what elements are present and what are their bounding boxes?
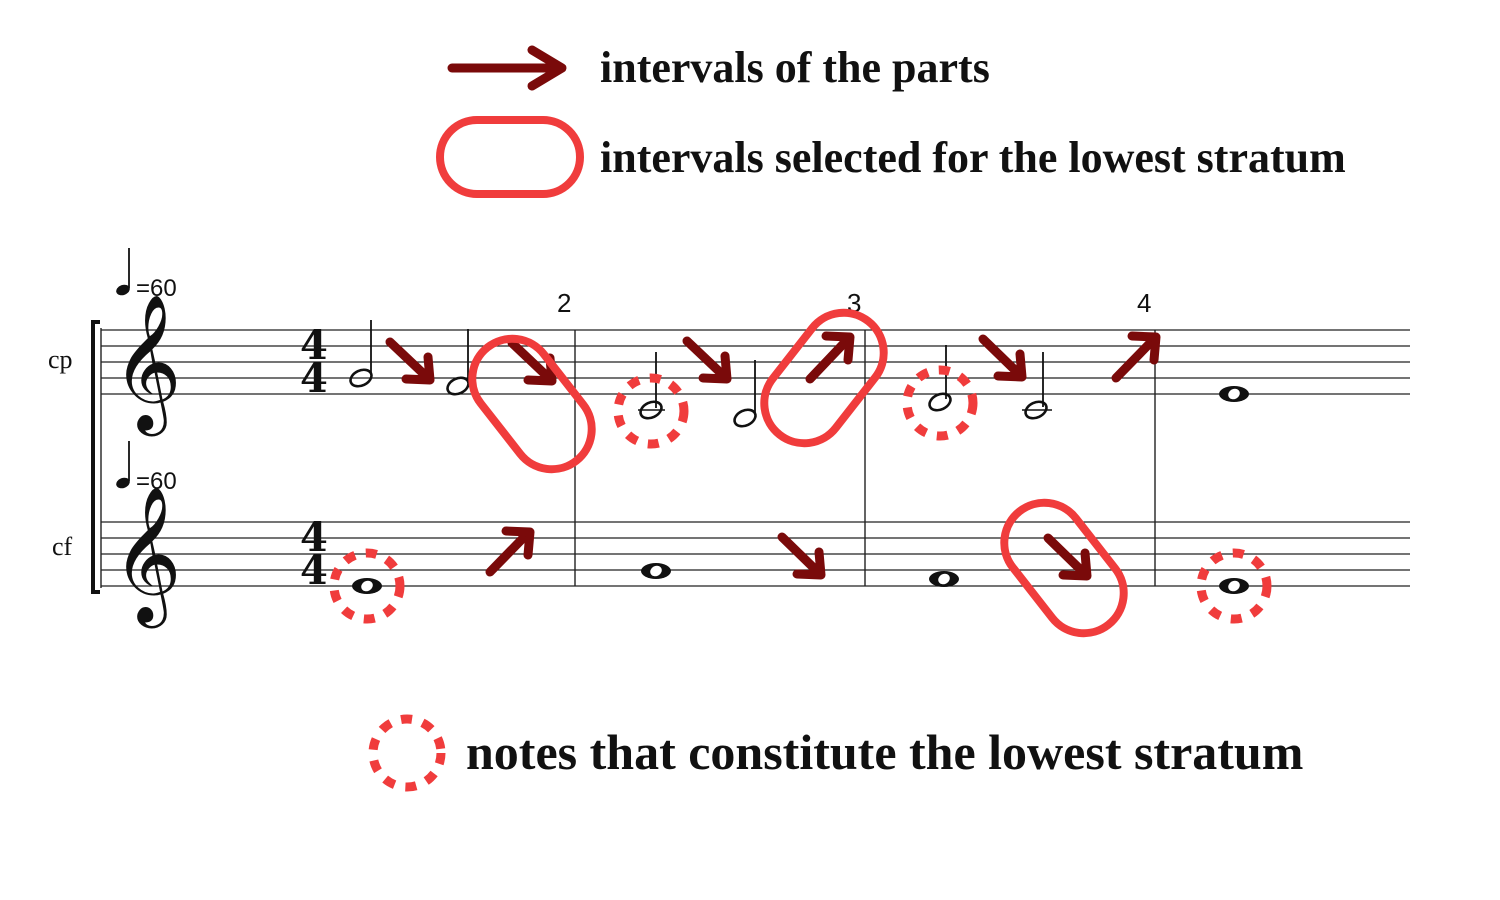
legend-arrow-icon (447, 45, 567, 91)
selected-interval-oval (1000, 498, 1128, 638)
interval-arrow-down (385, 337, 435, 385)
legend-selected-intervals-label: intervals selected for the lowest stratu… (600, 133, 1346, 182)
tempo-mark-cp: =60 (116, 248, 177, 302)
measure-number-2: 2 (557, 288, 571, 318)
lowest-stratum-note-ring (902, 365, 978, 441)
lowest-stratum-note-ring (613, 373, 689, 449)
selected-interval-oval (760, 308, 888, 448)
legend-parts-intervals-label: intervals of the parts (600, 43, 990, 92)
interval-arrow-up (485, 526, 535, 577)
cp-whole-note (1219, 386, 1249, 402)
tempo-value-cf: =60 (136, 468, 177, 495)
cp-note (349, 320, 373, 388)
interval-arrow-down (1043, 533, 1092, 581)
cp-note (1022, 352, 1052, 420)
interval-arrow-down (777, 532, 826, 580)
tempo-value-cp: =60 (136, 275, 177, 302)
cf-whole-note (1219, 578, 1249, 594)
selected-interval-oval (468, 334, 596, 474)
cf-whole-note (352, 578, 382, 594)
staff-cf (101, 521, 1410, 587)
legend-lowest-notes-label: notes that constitute the lowest stratum (466, 724, 1304, 780)
cp-note (733, 360, 757, 428)
lowest-stratum-note-ring (329, 548, 405, 624)
time-signature-cf-top: 4 (300, 514, 328, 561)
interval-arrow-up (1111, 331, 1161, 383)
legend-oval-icon (436, 116, 584, 198)
time-signature-cp-bottom: 4 (300, 355, 328, 402)
system-bracket (91, 320, 100, 594)
interval-arrow-up (805, 331, 855, 384)
tempo-mark-cf: =60 (116, 441, 177, 495)
cp-note (446, 329, 470, 396)
measure-number-4: 4 (1137, 288, 1151, 318)
part-label-cp: cp (48, 345, 73, 374)
part-label-cf: cf (52, 532, 73, 561)
time-signature-cp: 4 4 (300, 322, 328, 402)
treble-clef-cp: 𝄞 (112, 292, 182, 436)
cf-whole-note (641, 563, 671, 579)
interval-arrow-down (978, 334, 1027, 382)
cp-note (928, 345, 952, 412)
time-signature-cf-bottom: 4 (300, 547, 328, 594)
interval-arrow-down (682, 336, 732, 384)
time-signature-cf: 4 4 (300, 514, 328, 594)
treble-clef-cf: 𝄞 (112, 484, 182, 628)
time-signature-cp-top: 4 (300, 322, 328, 369)
cf-whole-note (929, 571, 959, 587)
lowest-stratum-note-ring (1196, 548, 1272, 624)
legend-dashed-ring-icon (368, 714, 446, 792)
